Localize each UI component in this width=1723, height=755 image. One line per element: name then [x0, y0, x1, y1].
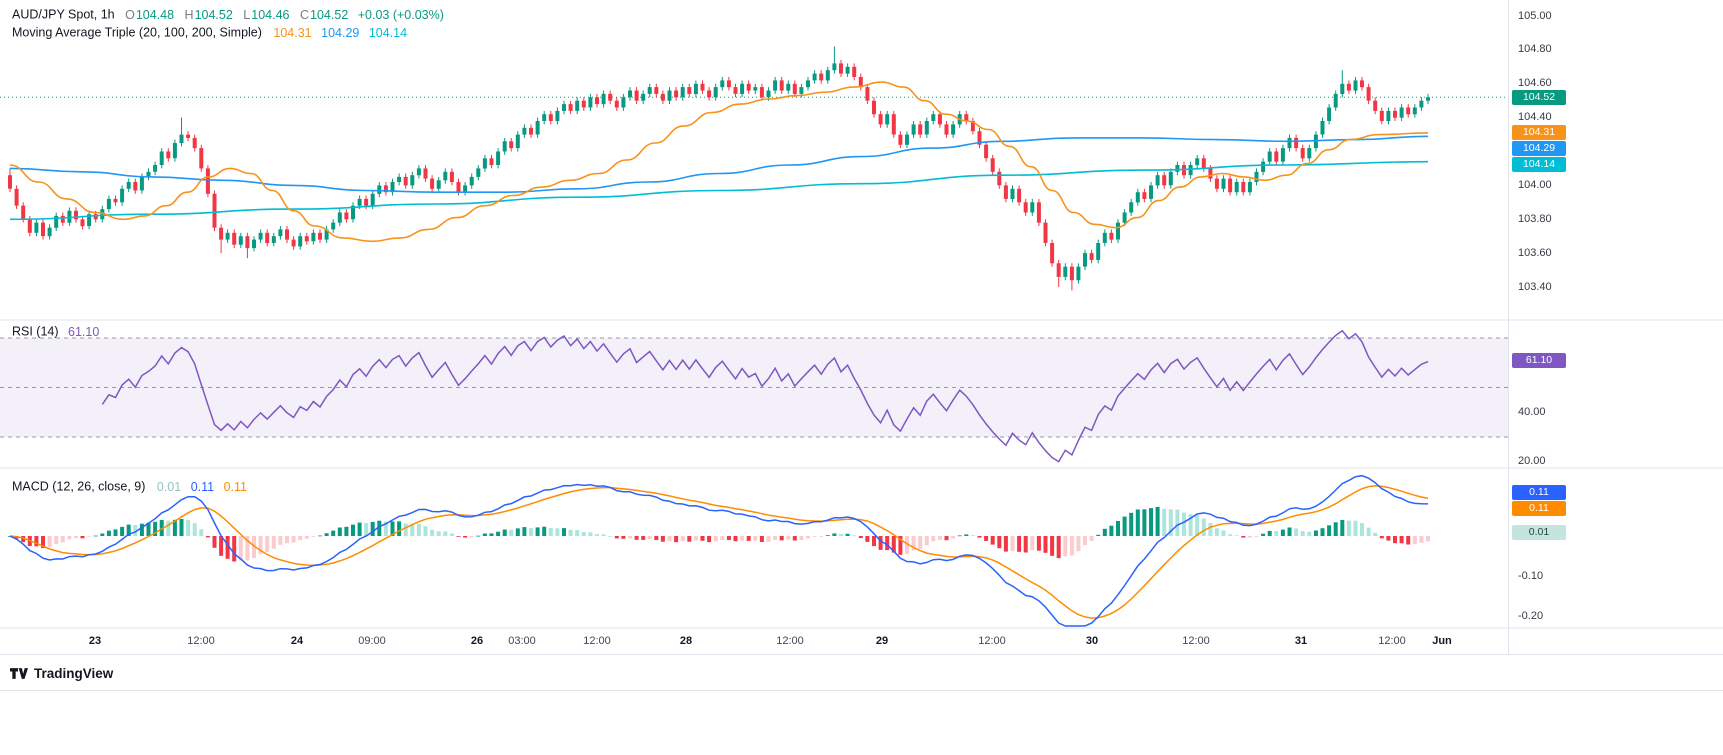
macd-line-value: 0.11 — [190, 479, 215, 494]
high-value: 104.52 — [194, 7, 233, 22]
rsi-legend[interactable]: RSI (14) 61.10 — [12, 324, 99, 339]
ma-legend[interactable]: Moving Average Triple (20, 100, 200, Sim… — [12, 25, 407, 40]
time-axis-label: 12:00 — [1378, 635, 1406, 647]
ma200-line[interactable] — [9, 160, 1429, 221]
price-badge: 104.31 — [1512, 125, 1566, 141]
time-axis-label: 30 — [1085, 635, 1099, 647]
macd-legend[interactable]: MACD (12, 26, close, 9) 0.01 0.11 0.11 — [12, 479, 247, 494]
ma-title: Moving Average Triple (20, 100, 200, Sim… — [12, 25, 262, 40]
rsi-value: 61.10 — [68, 324, 100, 339]
macd-signal-line[interactable] — [9, 485, 1429, 619]
macd-signal-value: 0.11 — [223, 479, 247, 494]
price-axis-label: 104.80 — [1518, 43, 1552, 56]
ma100-line[interactable] — [9, 135, 1429, 194]
ma200-value: 104.14 — [368, 25, 408, 40]
price-axis-label: 104.00 — [1518, 178, 1552, 191]
time-axis-label: 31 — [1294, 635, 1308, 647]
ma100-value: 104.29 — [321, 25, 360, 40]
price-axis[interactable]: 105.00104.80104.60104.40104.20104.00103.… — [1508, 0, 1723, 655]
candlestick-series[interactable] — [8, 46, 1430, 291]
close-value: 104.52 — [310, 7, 349, 22]
time-axis-label: Jun — [1432, 635, 1452, 647]
macd-title: MACD (12, 26, close, 9) — [12, 479, 146, 494]
macd-line[interactable] — [9, 474, 1429, 627]
low-value: 104.46 — [251, 7, 290, 22]
bottom-divider — [0, 690, 1723, 691]
price-badge: 104.14 — [1512, 157, 1566, 173]
price-badge: 104.29 — [1512, 141, 1566, 157]
rsi-badge: 61.10 — [1512, 352, 1566, 368]
time-axis-label: 29 — [875, 635, 889, 647]
macd-badge: 0.11 — [1512, 484, 1566, 500]
macd-badge: 0.11 — [1512, 500, 1566, 516]
time-axis-label: 28 — [679, 635, 693, 647]
time-axis-label: 24 — [290, 635, 304, 647]
time-axis-label: 12:00 — [583, 635, 611, 647]
macd-histogram[interactable] — [8, 506, 1430, 562]
time-axis-label: 26 — [470, 635, 484, 647]
rsi-axis-label: 20.00 — [1518, 455, 1546, 468]
macd-badge: 0.01 — [1512, 524, 1566, 540]
macd-axis-label: -0.20 — [1518, 609, 1544, 622]
price-badge: 104.52 — [1512, 89, 1566, 105]
time-axis-label: 12:00 — [1182, 635, 1210, 647]
high-label: H — [184, 7, 194, 22]
change-value: +0.03 (+0.03%) — [357, 7, 444, 22]
time-axis-label: 12:00 — [187, 635, 215, 647]
time-axis[interactable]: 23 12:00 24 09:00 26 03:00 12:00 28 12:00 29 12:00… — [0, 628, 1508, 655]
price-axis-label: 103.60 — [1518, 246, 1552, 259]
time-axis-label: 12:00 — [978, 635, 1006, 647]
price-axis-label: 103.80 — [1518, 212, 1552, 225]
macd-hist-value: 0.01 — [156, 479, 182, 494]
ma20-value: 104.31 — [273, 25, 312, 40]
ma20-line[interactable] — [9, 81, 1429, 243]
open-value: 104.48 — [135, 7, 175, 22]
price-axis-label: 103.40 — [1518, 280, 1552, 293]
rsi-axis-label: 40.00 — [1518, 405, 1546, 418]
rsi-line[interactable] — [101, 329, 1429, 463]
price-axis-label: 105.00 — [1518, 9, 1552, 22]
time-axis-label: 12:00 — [776, 635, 804, 647]
symbol-title: AUD/JPY Spot, 1h — [12, 7, 115, 22]
open-label: O — [125, 7, 135, 22]
time-axis-label: 03:00 — [508, 635, 536, 647]
price-axis-label: 104.40 — [1518, 111, 1552, 124]
tradingview-logo-icon — [10, 667, 28, 679]
macd-axis-label: -0.10 — [1518, 569, 1544, 582]
close-label: C — [299, 7, 309, 22]
price-axis-label: 104.60 — [1518, 77, 1552, 90]
tradingview-brand-text: TradingView — [34, 665, 114, 681]
rsi-title: RSI (14) — [12, 324, 59, 339]
time-axis-label: 09:00 — [358, 635, 386, 647]
footer-branding[interactable]: TradingView — [10, 661, 113, 685]
chart-canvas[interactable] — [0, 0, 1723, 655]
low-label: L — [243, 7, 251, 22]
time-axis-label: 23 — [88, 635, 102, 647]
symbol-legend[interactable]: AUD/JPY Spot, 1h O104.48 H104.52 L104.46… — [12, 7, 444, 22]
